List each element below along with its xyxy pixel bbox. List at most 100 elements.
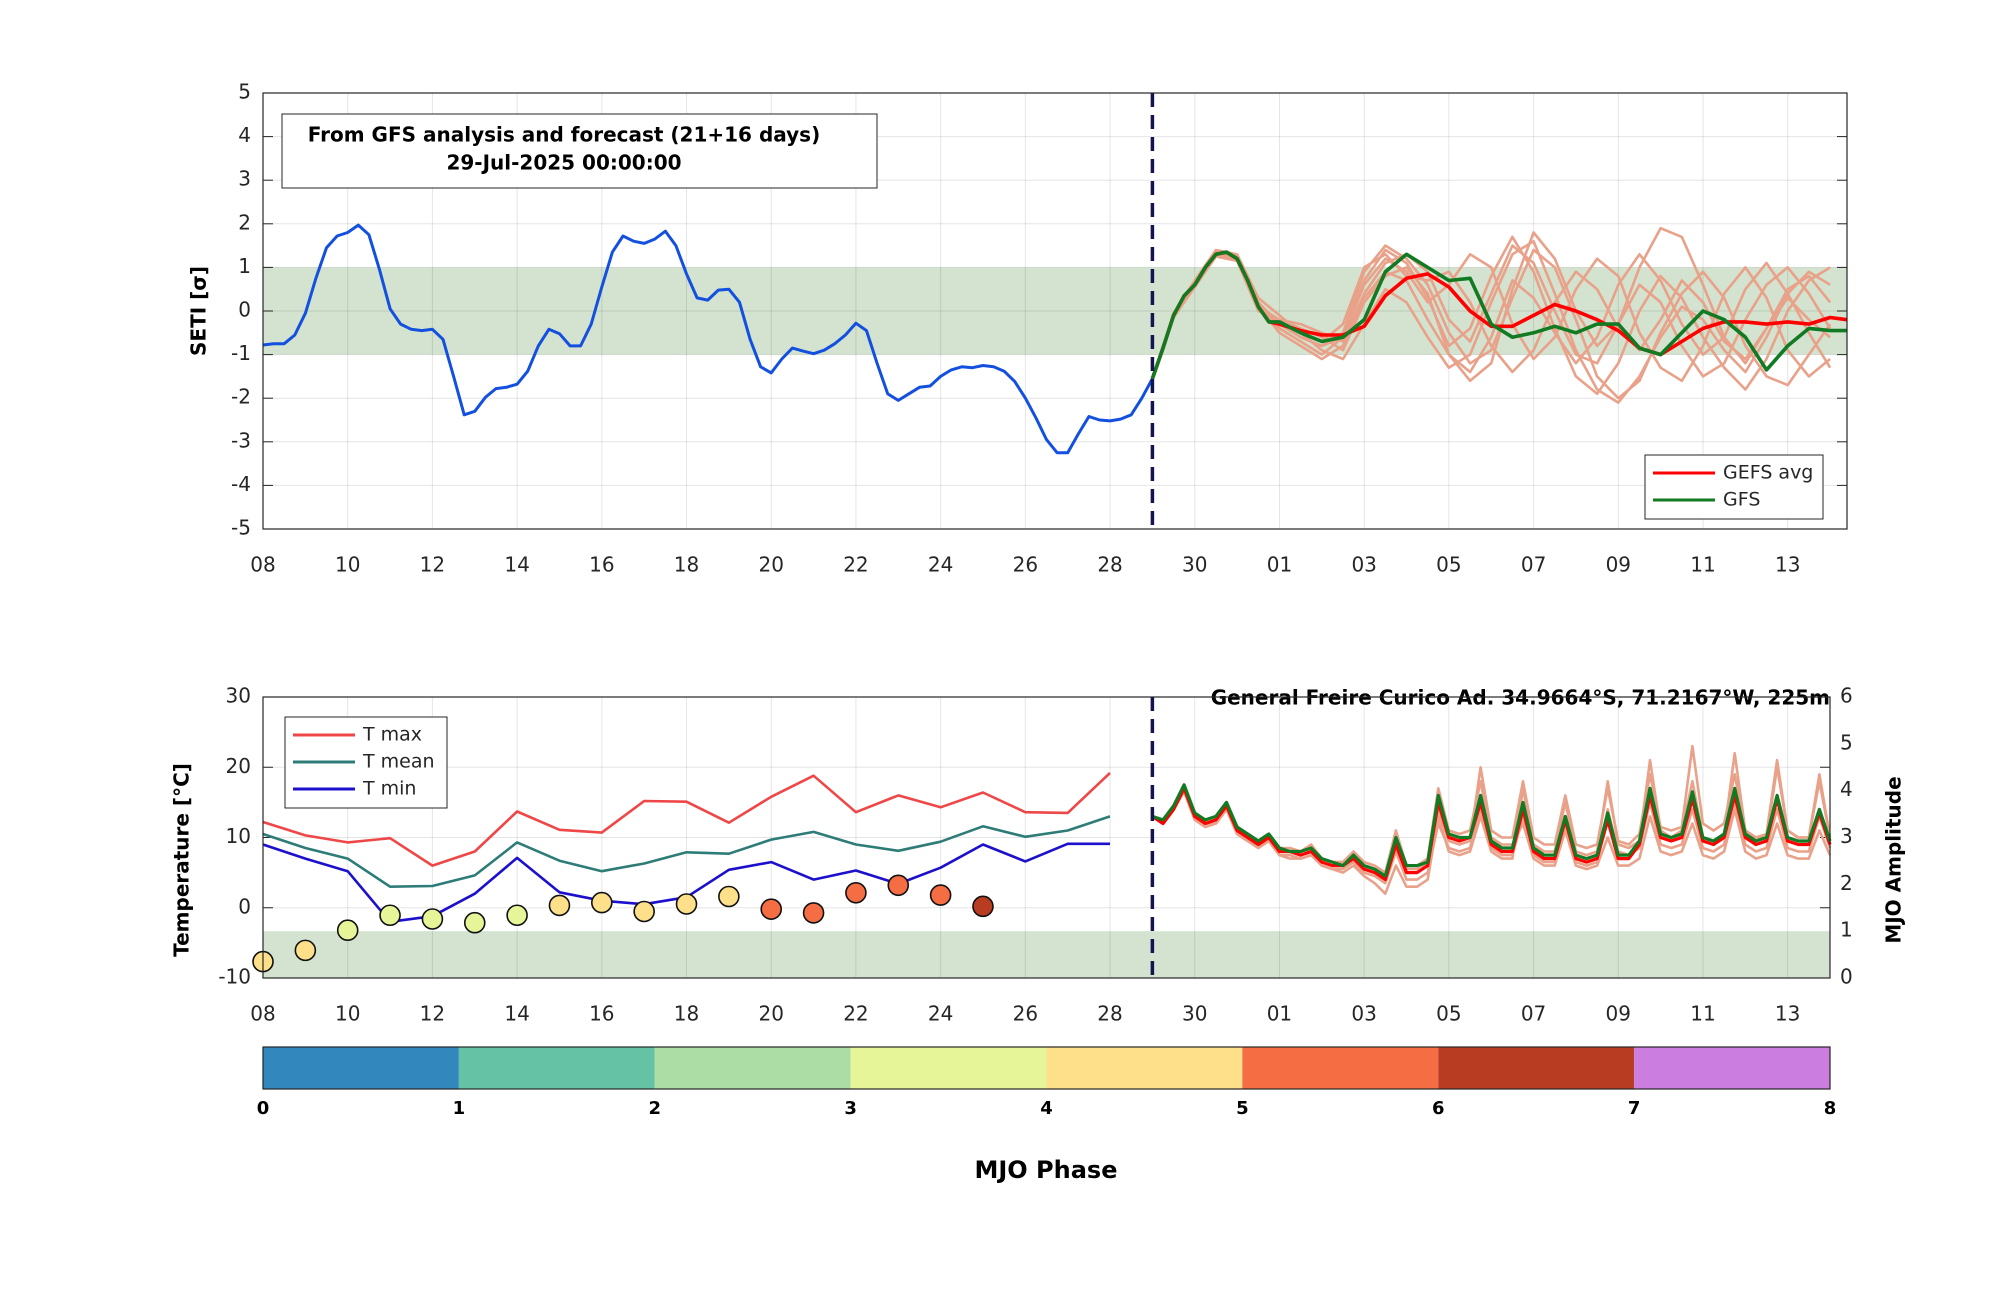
mjo-dot bbox=[421, 908, 444, 930]
y-tick-label: 4 bbox=[238, 123, 251, 147]
colorbar-segment bbox=[1438, 1047, 1635, 1089]
y-tick-label: 30 bbox=[226, 684, 251, 708]
annotation-text: From GFS analysis and forecast (21+16 da… bbox=[308, 123, 820, 147]
y-tick-label: 5 bbox=[238, 80, 251, 104]
x-tick-label: 13 bbox=[1775, 1002, 1800, 1026]
y-tick-label: 10 bbox=[226, 824, 251, 848]
x-tick-label: 14 bbox=[504, 1002, 529, 1026]
y-tick-label: -3 bbox=[231, 428, 251, 452]
y-tick-label: 1 bbox=[238, 254, 251, 278]
x-tick-label: 20 bbox=[759, 553, 784, 577]
x-tick-label: 08 bbox=[250, 553, 275, 577]
y2-tick-label: 5 bbox=[1840, 730, 1853, 754]
mjo-dot bbox=[887, 874, 910, 897]
x-tick-label: 14 bbox=[504, 553, 529, 577]
series-line bbox=[1150, 250, 1847, 380]
x-tick-label: 08 bbox=[250, 1002, 275, 1026]
mjo-dot bbox=[591, 891, 613, 914]
y2-tick-label: 1 bbox=[1840, 918, 1853, 942]
mjo-dot bbox=[506, 904, 528, 927]
colorbar-tick-label: 2 bbox=[648, 1098, 661, 1119]
y-tick-label: -2 bbox=[231, 385, 251, 409]
y2-tick-label: 2 bbox=[1840, 871, 1853, 895]
colorbar-segment bbox=[850, 1047, 1047, 1089]
colorbar-frame bbox=[262, 1046, 1831, 1090]
x-tick-label: 16 bbox=[589, 553, 614, 577]
y-tick-label: 20 bbox=[226, 754, 251, 778]
legend-box bbox=[1644, 454, 1824, 520]
plot-frame bbox=[262, 92, 1848, 530]
y-tick-label: -4 bbox=[231, 472, 251, 496]
series-line bbox=[262, 815, 1111, 888]
annotation-text: 29-Jul-2025 00:00:00 bbox=[446, 151, 681, 175]
ensemble-member-line bbox=[1151, 235, 1831, 396]
x-tick-label: 03 bbox=[1351, 553, 1376, 577]
x-tick-label: 01 bbox=[1267, 553, 1292, 577]
x-tick-label: 12 bbox=[420, 553, 445, 577]
colorbar-tick-label: 6 bbox=[1432, 1098, 1445, 1119]
x-tick-label: 07 bbox=[1521, 553, 1546, 577]
y-tick-label: 0 bbox=[238, 298, 251, 322]
y-tick-label: -5 bbox=[231, 516, 251, 540]
mjo-dot bbox=[548, 894, 571, 917]
x-tick-label: 11 bbox=[1690, 1002, 1715, 1026]
colorbar-segment bbox=[1634, 1047, 1830, 1089]
colorbar-tick-label: 0 bbox=[257, 1098, 270, 1119]
x-tick-label: 26 bbox=[1013, 553, 1038, 577]
band bbox=[263, 931, 1830, 978]
x-tick-label: 22 bbox=[843, 1002, 868, 1026]
mjo-dot bbox=[845, 881, 867, 904]
x-tick-label: 11 bbox=[1690, 553, 1715, 577]
y-axis-label: SETI [σ] bbox=[187, 266, 211, 356]
ensemble-member-line bbox=[1151, 787, 1832, 885]
colorbar-tick-label: 3 bbox=[844, 1098, 857, 1119]
legend-label: T max bbox=[362, 724, 422, 746]
legend-label: T mean bbox=[362, 751, 435, 773]
x-tick-label: 09 bbox=[1606, 553, 1631, 577]
mjo-dot bbox=[972, 895, 994, 918]
y-axis-label: Temperature [°C] bbox=[170, 763, 194, 957]
y2-tick-label: 0 bbox=[1840, 965, 1853, 989]
x-tick-label: 09 bbox=[1606, 1002, 1631, 1026]
y2-tick-label: 6 bbox=[1840, 684, 1853, 708]
y-tick-label: -10 bbox=[218, 965, 251, 989]
mjo-dot bbox=[718, 885, 740, 908]
x-tick-label: 12 bbox=[420, 1002, 445, 1026]
y2-tick-label: 3 bbox=[1840, 824, 1853, 848]
y2-axis-label: MJO Amplitude bbox=[1882, 776, 1906, 943]
ensemble-member-line bbox=[1151, 239, 1831, 404]
plot-frame bbox=[262, 696, 1831, 979]
colorbar-segment bbox=[1242, 1047, 1439, 1089]
forecast-line bbox=[1151, 786, 1832, 882]
mjo-dot bbox=[929, 884, 952, 906]
x-tick-label: 07 bbox=[1521, 1002, 1546, 1026]
x-tick-label: 16 bbox=[589, 1002, 614, 1026]
colorbar-segment bbox=[458, 1047, 655, 1089]
mjo-dot bbox=[336, 919, 359, 942]
y-tick-label: 0 bbox=[238, 894, 251, 918]
mjo-dot bbox=[379, 904, 401, 927]
series-line bbox=[262, 771, 1111, 867]
x-tick-label: 30 bbox=[1182, 1002, 1207, 1026]
x-tick-label: 28 bbox=[1097, 553, 1122, 577]
x-tick-label: 10 bbox=[335, 1002, 360, 1026]
x-tick-label: 24 bbox=[928, 553, 953, 577]
colorbar-tick-label: 5 bbox=[1236, 1098, 1249, 1119]
x-tick-label: 03 bbox=[1351, 1002, 1376, 1026]
mjo-dot bbox=[463, 911, 486, 934]
legend-label: GFS bbox=[1723, 489, 1760, 511]
colorbar-tick-label: 8 bbox=[1824, 1098, 1837, 1119]
legend-label: GEFS avg bbox=[1723, 462, 1813, 484]
colorbar-label: MJO Phase bbox=[974, 1156, 1117, 1184]
mjo-dot bbox=[802, 902, 825, 924]
x-tick-label: 05 bbox=[1436, 553, 1461, 577]
x-tick-label: 30 bbox=[1182, 553, 1207, 577]
colorbar-tick-label: 1 bbox=[453, 1098, 466, 1119]
colorbar-segment bbox=[654, 1047, 851, 1089]
mjo-dot bbox=[633, 900, 655, 923]
forecast-line bbox=[1151, 783, 1832, 878]
x-tick-label: 22 bbox=[843, 553, 868, 577]
y-tick-label: 2 bbox=[238, 210, 251, 234]
legend-label: T min bbox=[362, 778, 416, 800]
